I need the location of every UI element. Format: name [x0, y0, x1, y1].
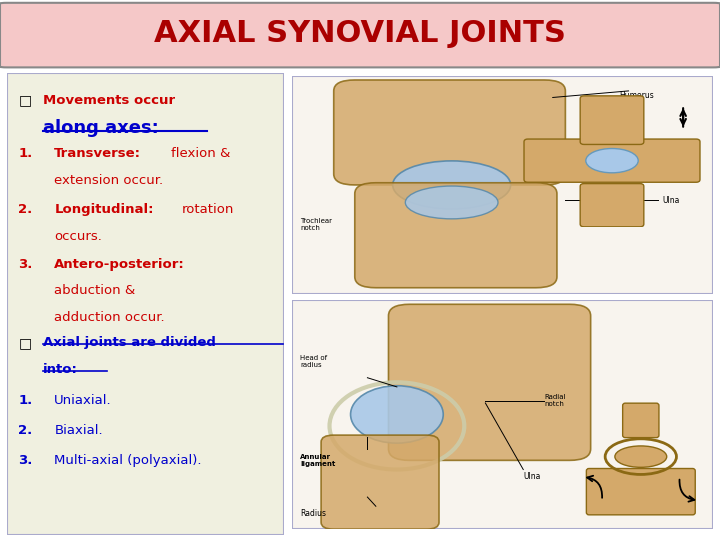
Text: Radial
notch: Radial notch [544, 394, 566, 407]
Text: Uniaxial.: Uniaxial. [54, 394, 112, 407]
Text: Trochlear
notch: Trochlear notch [300, 218, 332, 231]
Text: 3.: 3. [18, 258, 32, 271]
Text: into:: into: [43, 363, 78, 376]
Text: □: □ [18, 336, 32, 350]
Text: adduction occur.: adduction occur. [54, 310, 165, 323]
Text: along axes:: along axes: [43, 119, 159, 137]
Ellipse shape [392, 161, 510, 209]
Text: Antero-posterior:: Antero-posterior: [54, 258, 185, 271]
FancyBboxPatch shape [355, 183, 557, 288]
FancyBboxPatch shape [389, 304, 590, 460]
Text: 2.: 2. [18, 203, 32, 216]
Text: Radius: Radius [300, 509, 326, 518]
FancyBboxPatch shape [580, 184, 644, 227]
Text: Axial joints are divided: Axial joints are divided [43, 336, 216, 349]
FancyBboxPatch shape [292, 300, 713, 529]
FancyBboxPatch shape [7, 73, 284, 535]
Ellipse shape [615, 446, 667, 467]
Text: Trochlea: Trochlea [662, 159, 694, 167]
Text: Movements occur: Movements occur [43, 93, 176, 107]
FancyBboxPatch shape [321, 435, 439, 529]
Text: Ulna: Ulna [662, 196, 680, 205]
FancyBboxPatch shape [334, 80, 565, 185]
Text: 2.: 2. [18, 424, 32, 437]
Text: Ulna: Ulna [523, 472, 541, 481]
Ellipse shape [405, 186, 498, 219]
Text: rotation: rotation [182, 203, 234, 216]
Text: Humerus: Humerus [620, 91, 654, 100]
Text: Head of
radius: Head of radius [300, 355, 327, 368]
FancyBboxPatch shape [580, 96, 644, 145]
Text: AXIAL SYNOVIAL JOINTS: AXIAL SYNOVIAL JOINTS [154, 19, 566, 48]
FancyBboxPatch shape [524, 139, 700, 183]
FancyBboxPatch shape [292, 76, 713, 294]
Text: extension occur.: extension occur. [54, 173, 163, 186]
Text: 1.: 1. [18, 147, 32, 160]
Ellipse shape [586, 148, 638, 173]
Text: □: □ [18, 93, 32, 107]
Text: occurs.: occurs. [54, 230, 102, 243]
FancyBboxPatch shape [623, 403, 659, 437]
Text: abduction &: abduction & [54, 285, 135, 298]
FancyBboxPatch shape [0, 3, 720, 68]
Ellipse shape [351, 386, 444, 443]
Text: Multi-axial (polyaxial).: Multi-axial (polyaxial). [54, 454, 202, 467]
Text: flexion &: flexion & [171, 147, 230, 160]
FancyBboxPatch shape [586, 469, 696, 515]
Text: Longitudinal:: Longitudinal: [54, 203, 154, 216]
Text: 3.: 3. [18, 454, 32, 467]
Text: 1.: 1. [18, 394, 32, 407]
Text: Biaxial.: Biaxial. [54, 424, 103, 437]
Text: Transverse:: Transverse: [54, 147, 141, 160]
Text: Annular
ligament: Annular ligament [300, 454, 336, 467]
